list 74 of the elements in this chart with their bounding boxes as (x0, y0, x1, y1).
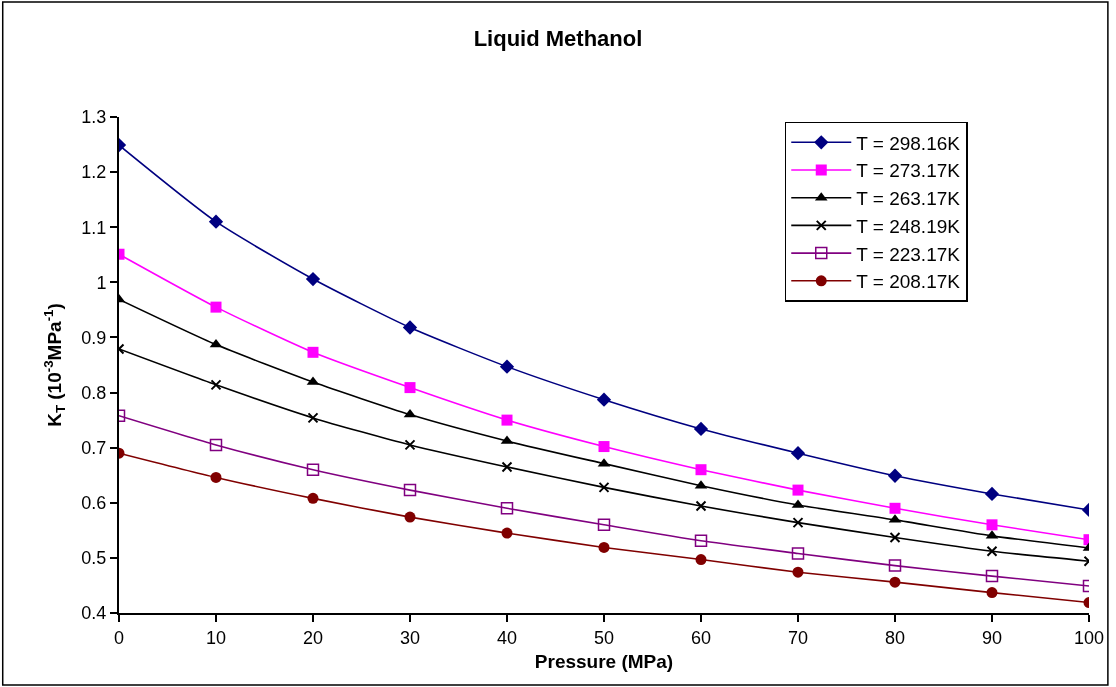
y-tick-label: 1.3 (81, 107, 107, 128)
legend-label: T = 298.16K (856, 132, 961, 154)
point (693, 421, 709, 437)
legend-label: T = 263.17K (856, 188, 961, 210)
point (986, 587, 998, 599)
point (404, 511, 416, 523)
point (984, 486, 1000, 502)
y-tick-label: 0.8 (81, 382, 107, 403)
x-tick-label: 0 (113, 627, 125, 648)
legend-label: T = 248.19K (856, 215, 961, 237)
point (695, 464, 707, 476)
point (887, 468, 903, 483)
point (598, 541, 610, 553)
point (501, 527, 513, 539)
x-tick-label: 30 (399, 627, 421, 648)
point (791, 547, 805, 560)
point (986, 519, 998, 531)
point (208, 214, 224, 229)
y-tick-label: 1 (96, 272, 107, 293)
point (694, 534, 708, 548)
point (597, 518, 611, 532)
point (499, 359, 515, 374)
y-tick-label: 0.4 (81, 603, 107, 624)
point (501, 461, 513, 473)
y-tick-label: 0.5 (81, 548, 107, 569)
point (501, 414, 513, 426)
x-tick-label: 100 (1073, 627, 1105, 648)
point (307, 346, 319, 358)
point (792, 566, 804, 578)
y-tick-label: 0.7 (81, 437, 107, 458)
legend-label: T = 273.17K (856, 160, 961, 182)
point (404, 439, 416, 451)
point (598, 441, 610, 453)
x-axis-title: Pressure (MPa) (534, 650, 674, 672)
x-tick-label: 70 (787, 627, 809, 648)
point (790, 446, 806, 461)
point (596, 392, 612, 407)
point (889, 502, 901, 514)
point (985, 569, 999, 583)
y-tick-label: 0.9 (81, 327, 107, 348)
legend-label: T = 223.17K (856, 243, 961, 265)
point (307, 412, 319, 424)
point (598, 481, 610, 493)
point (210, 301, 222, 313)
y-tick-label: 1.2 (81, 162, 107, 183)
x-tick-label: 50 (593, 627, 615, 648)
point (307, 492, 319, 504)
point (404, 382, 416, 394)
point (500, 502, 514, 515)
point (403, 483, 417, 497)
x-tick-label: 80 (884, 627, 906, 648)
x-tick-label: 40 (496, 627, 518, 648)
x-tick-label: 20 (302, 627, 324, 648)
y-tick-label: 0.6 (81, 493, 107, 514)
chart-title: Liquid Methanol (473, 25, 643, 51)
point (889, 576, 901, 588)
x-tick-label: 60 (690, 627, 712, 648)
point (695, 500, 707, 512)
point (402, 320, 418, 335)
point (209, 438, 223, 452)
point (210, 471, 222, 483)
legend-label: T = 208.17K (856, 271, 961, 293)
point (792, 517, 804, 529)
point (306, 463, 320, 476)
point (888, 559, 902, 572)
point (695, 554, 707, 566)
point (889, 532, 901, 543)
point (792, 484, 804, 496)
x-tick-label: 10 (205, 627, 227, 648)
point (210, 379, 222, 391)
point (986, 545, 998, 557)
point (305, 271, 321, 287)
x-tick-label: 90 (981, 627, 1003, 648)
y-tick-label: 1.1 (81, 217, 107, 238)
